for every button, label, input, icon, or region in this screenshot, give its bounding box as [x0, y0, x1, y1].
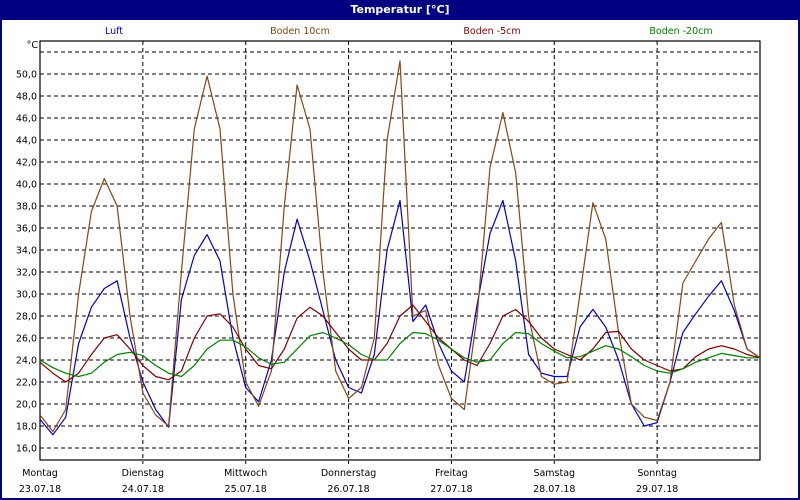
day-name-label: Samstag [533, 468, 575, 479]
day-date-label: 24.07.18 [122, 484, 164, 495]
day-name-label: Dienstag [122, 468, 164, 479]
y-tick-label: 38,0 [16, 202, 37, 213]
day-name-label: Donnerstag [321, 468, 376, 479]
y-tick-label: 42,0 [16, 158, 37, 169]
y-tick-label: 48,0 [16, 92, 37, 103]
series-line-boden-20cm [39, 331, 760, 378]
y-tick-label: 34,0 [16, 246, 37, 257]
plot-frame [39, 40, 761, 461]
y-tick-label: 20,0 [16, 400, 37, 411]
y-tick-label: 46,0 [16, 114, 37, 125]
y-tick-label: 44,0 [16, 136, 37, 147]
legend-item-1: Boden 10cm [270, 26, 330, 37]
day-name-label: Montag [22, 468, 58, 479]
legend-item-0: Luft [105, 26, 123, 37]
y-tick-label: 30,0 [16, 290, 37, 301]
y-tick-label: 32,0 [16, 268, 37, 279]
y-tick-label: 16,0 [16, 444, 37, 455]
day-date-label: 29.07.18 [636, 484, 678, 495]
y-axis-unit: °C [27, 40, 39, 51]
day-name-label: Freitag [435, 468, 468, 479]
y-tick-label: 24,0 [16, 356, 37, 367]
chart-canvas [2, 20, 798, 498]
legend-item-2: Boden -5cm [463, 26, 520, 37]
day-name-label: Mittwoch [224, 468, 267, 479]
y-tick-label: 28,0 [16, 312, 37, 323]
day-date-label: 25.07.18 [225, 484, 267, 495]
y-tick-label: 22,0 [16, 378, 37, 389]
legend-item-3: Boden -20cm [649, 26, 712, 37]
series-line-boden-10cm [39, 60, 761, 433]
series-line-luft [39, 199, 761, 436]
day-name-label: Sonntag [637, 468, 676, 479]
window-title: Temperatur [°C] [350, 3, 450, 16]
series-line-boden-5cm [39, 304, 761, 383]
y-tick-label: 18,0 [16, 422, 37, 433]
y-tick-label: 36,0 [16, 224, 37, 235]
day-date-label: 27.07.18 [430, 484, 472, 495]
y-tick-label: 50,0 [16, 70, 37, 81]
y-tick-label: 40,0 [16, 180, 37, 191]
day-date-label: 23.07.18 [19, 484, 61, 495]
day-date-label: 26.07.18 [327, 484, 369, 495]
day-date-label: 28.07.18 [533, 484, 575, 495]
y-tick-label: 26,0 [16, 334, 37, 345]
